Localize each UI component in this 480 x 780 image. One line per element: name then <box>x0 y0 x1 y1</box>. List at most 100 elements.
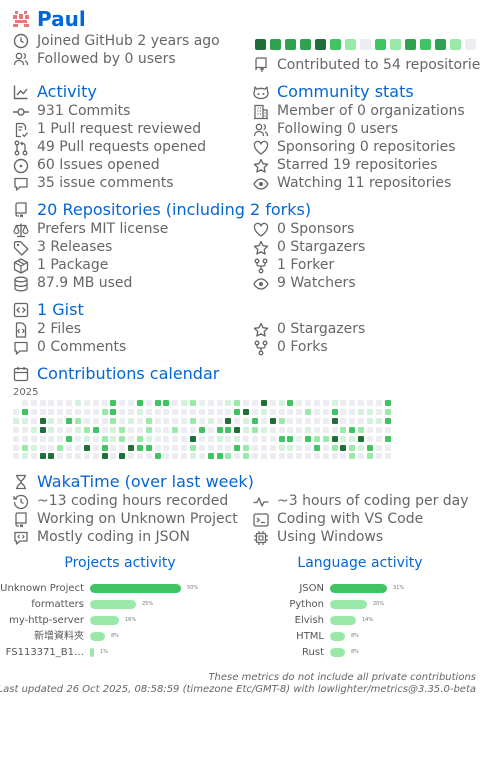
calendar-day <box>287 435 294 442</box>
wakatime-item: Coding with VS Code <box>277 511 424 527</box>
languages-title: Language activity <box>297 555 423 571</box>
calendar-day <box>128 444 135 451</box>
community-item: Following 0 users <box>277 121 399 137</box>
package-icon <box>13 258 29 274</box>
community-title[interactable]: Community stats <box>277 82 414 101</box>
calendar-day <box>74 426 81 433</box>
activity-title[interactable]: Activity <box>37 82 97 101</box>
calendar-day <box>358 408 365 415</box>
calendar-day <box>207 408 214 415</box>
calendar-title[interactable]: Contributions calendar <box>37 364 220 383</box>
calendar-day <box>251 408 258 415</box>
calendar-day <box>163 426 170 433</box>
calendar-day <box>234 426 241 433</box>
calendar-day <box>243 417 250 424</box>
bar-percent: 14% <box>362 617 374 623</box>
calendar-day <box>110 444 117 451</box>
calendar-day <box>234 435 241 442</box>
calendar-day <box>21 408 28 415</box>
repositories-title[interactable]: 20 Repositories (including 2 forks) <box>37 200 312 219</box>
calendar-day <box>349 408 356 415</box>
calendar-day <box>331 453 338 460</box>
gists-title[interactable]: 1 Gist <box>37 300 84 319</box>
pulse-icon <box>253 494 269 510</box>
calendar-day <box>225 435 232 442</box>
calendar-day <box>216 417 223 424</box>
calendar-day <box>296 444 303 451</box>
calendar-day <box>278 435 285 442</box>
contribution-square <box>345 39 356 50</box>
calendar-day <box>198 444 205 451</box>
code-square-icon <box>13 302 29 318</box>
calendar-day <box>358 417 365 424</box>
calendar-day <box>74 400 81 406</box>
calendar-day <box>198 408 205 415</box>
user-name[interactable]: Paul <box>37 7 86 31</box>
calendar-day <box>198 426 205 433</box>
calendar-day <box>278 453 285 460</box>
octoface-icon <box>253 84 269 100</box>
calendar-day <box>331 408 338 415</box>
calendar-day <box>375 444 382 451</box>
calendar-day <box>313 426 320 433</box>
calendar-day <box>216 453 223 460</box>
calendar-day <box>278 426 285 433</box>
calendar-day <box>163 435 170 442</box>
calendar-day <box>269 408 276 415</box>
activity-item: 49 Pull requests opened <box>37 139 206 155</box>
avatar <box>12 10 30 28</box>
activity-item: 35 issue comments <box>37 175 174 191</box>
wakatime-item: ~13 coding hours recorded <box>37 493 229 509</box>
calendar-day <box>367 444 373 451</box>
calendar-day <box>207 453 214 460</box>
calendar-day <box>296 417 303 424</box>
wakatime-title[interactable]: WakaTime (over last week) <box>37 472 254 491</box>
calendar-day <box>331 426 338 433</box>
fork-icon <box>253 258 269 274</box>
wakatime-item: Using Windows <box>277 529 384 545</box>
repo-push-icon <box>253 57 269 73</box>
bar-label: Python <box>289 599 324 610</box>
calendar-day <box>349 400 356 406</box>
calendar-day <box>57 408 64 415</box>
calendar-day <box>66 453 73 460</box>
calendar-day <box>349 435 356 442</box>
calendar-day <box>251 426 258 433</box>
calendar-day <box>331 435 338 442</box>
law-icon <box>13 222 29 238</box>
calendar-day <box>260 426 267 433</box>
calendar-day <box>375 400 382 406</box>
calendar-day <box>154 400 161 406</box>
calendar-day <box>136 444 143 451</box>
activity-item: 1 Pull request reviewed <box>37 121 202 137</box>
calendar-day <box>154 435 161 442</box>
calendar-day <box>110 400 117 406</box>
calendar-day <box>225 453 232 460</box>
calendar-day <box>331 444 338 451</box>
heart-icon <box>253 140 269 156</box>
code-review-icon <box>13 530 29 546</box>
calendar-day <box>313 444 320 451</box>
calendar-day <box>136 408 143 415</box>
calendar-day <box>181 435 188 442</box>
calendar-day <box>322 408 329 415</box>
calendar-day <box>154 453 161 460</box>
calendar-day <box>322 435 329 442</box>
bar <box>90 648 94 657</box>
calendar-day <box>66 417 73 424</box>
calendar-day <box>48 444 55 451</box>
activity-item: 931 Commits <box>37 103 131 119</box>
calendar-day <box>39 435 46 442</box>
calendar-day <box>39 453 46 460</box>
calendar-day <box>313 400 320 406</box>
calendar-day <box>101 435 108 442</box>
calendar-day <box>305 417 312 424</box>
calendar-day <box>13 408 19 415</box>
gist-item: 0 Stargazers <box>277 321 366 337</box>
eye-icon <box>253 176 269 192</box>
calendar-year: 2025 <box>13 387 39 398</box>
calendar-day <box>21 417 28 424</box>
calendar-day <box>384 426 391 433</box>
calendar-day <box>207 444 214 451</box>
calendar-day <box>163 417 170 424</box>
